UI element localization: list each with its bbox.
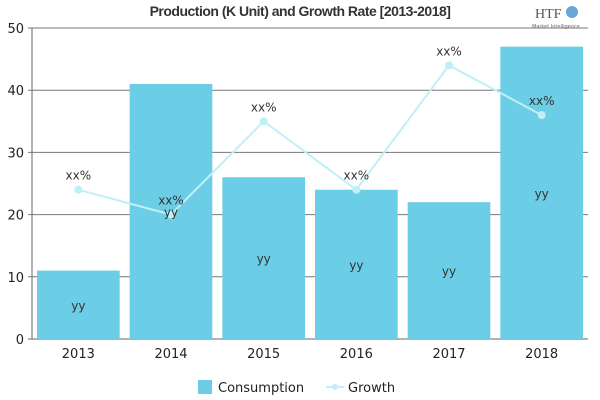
- y-tick-label: 40: [7, 84, 24, 99]
- legend-label-growth: Growth: [348, 381, 395, 396]
- bar-label: yy: [164, 205, 178, 219]
- svg-text:HTF: HTF: [535, 7, 562, 22]
- bar-label: yy: [442, 265, 456, 279]
- bar-2018: [500, 46, 583, 339]
- growth-point-2015: [259, 117, 268, 126]
- growth-point-2018: [537, 111, 546, 120]
- bar-label: yy: [257, 252, 271, 266]
- logo: HTF Market Intelligence: [532, 6, 580, 30]
- bar-2016: [315, 189, 398, 339]
- growth-label: xx%: [529, 94, 555, 108]
- y-tick-label: 30: [7, 146, 24, 161]
- bar-label: yy: [535, 187, 549, 201]
- y-tick-label: 20: [7, 209, 24, 224]
- bar-2017: [407, 202, 491, 339]
- growth-label: xx%: [66, 169, 92, 183]
- y-tick-label: 50: [7, 22, 24, 37]
- legend: Consumption Growth: [198, 380, 395, 396]
- y-tick-label: 0: [16, 333, 24, 348]
- x-tick-label: 2016: [340, 347, 373, 362]
- legend-label-consumption: Consumption: [218, 381, 304, 396]
- x-tick-label: 2015: [247, 347, 280, 362]
- x-tick-label: 2018: [525, 347, 558, 362]
- bar-2013: [37, 270, 120, 339]
- growth-label: xx%: [251, 100, 277, 114]
- growth-label: xx%: [436, 44, 462, 58]
- growth-line: [78, 64, 543, 216]
- x-tick-label: 2013: [62, 347, 95, 362]
- legend-swatch-consumption: [198, 380, 212, 394]
- growth-label: xx%: [344, 169, 370, 183]
- x-tick-label: 2017: [432, 347, 465, 362]
- bar-label: yy: [349, 258, 363, 272]
- growth-point-2013: [74, 185, 83, 194]
- growth-point-2016: [352, 185, 361, 194]
- growth-point-2017: [445, 61, 453, 70]
- x-tick-label: 2014: [154, 347, 187, 362]
- growth-point-2014: [167, 210, 175, 219]
- bar-2015: [222, 177, 305, 339]
- chart-title: Production (K Unit) and Growth Rate [201…: [150, 3, 451, 19]
- y-tick-label: 10: [7, 271, 24, 286]
- bar-label: yy: [71, 299, 85, 313]
- svg-text:Market Intelligence: Market Intelligence: [532, 24, 580, 30]
- growth-label: xx%: [158, 194, 184, 208]
